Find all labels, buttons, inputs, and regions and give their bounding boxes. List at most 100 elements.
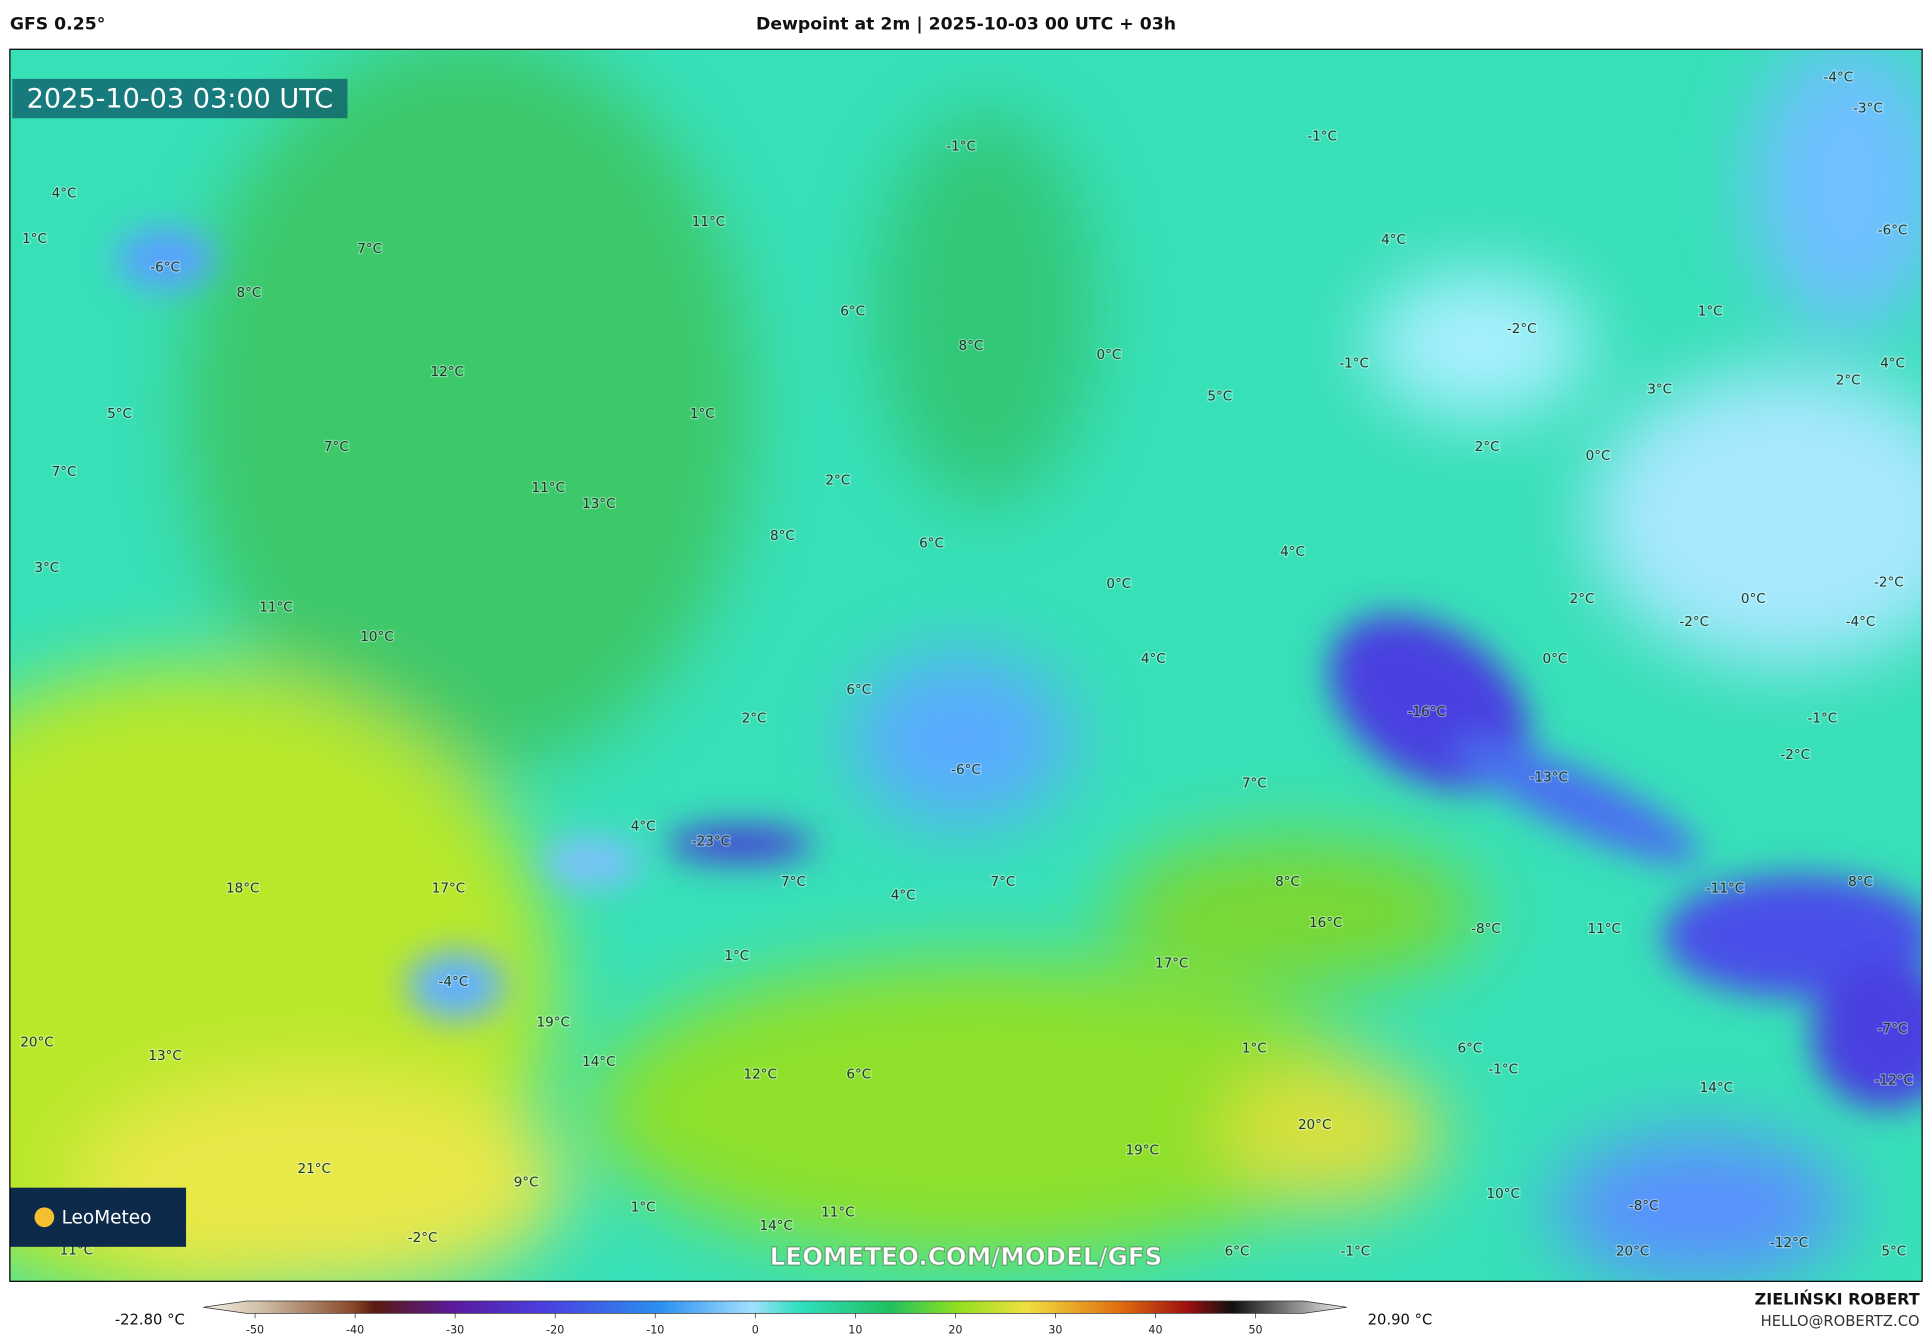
dewpoint-label: 8°C	[1275, 874, 1300, 890]
dewpoint-label: -13°C	[1530, 769, 1568, 785]
dewpoint-label: -4°C	[1823, 70, 1853, 86]
colorbar-tick-label: 30	[1048, 1324, 1062, 1337]
dewpoint-label: 10°C	[360, 629, 393, 645]
dewpoint-label: 11°C	[259, 599, 292, 615]
dewpoint-label: 6°C	[919, 535, 944, 551]
dewpoint-label: 17°C	[432, 880, 465, 896]
dewpoint-label: -11°C	[1706, 880, 1744, 896]
dewpoint-label: -1°C	[946, 139, 976, 155]
dewpoint-label: 1°C	[690, 406, 715, 422]
dewpoint-label: 21°C	[297, 1161, 330, 1177]
dewpoint-label: 0°C	[1106, 576, 1131, 592]
dewpoint-label: 16°C	[1309, 915, 1342, 931]
dewpoint-label: -12°C	[1770, 1235, 1808, 1251]
dewpoint-label: 7°C	[991, 874, 1016, 890]
dewpoint-label: -1°C	[1339, 355, 1369, 371]
dewpoint-label: -12°C	[1875, 1073, 1913, 1089]
dewpoint-label: 12°C	[431, 364, 464, 380]
dewpoint-label: 11°C	[821, 1204, 854, 1220]
dewpoint-label: 2°C	[825, 472, 850, 488]
dewpoint-label: 20°C	[1616, 1244, 1649, 1260]
dewpoint-label: -2°C	[1679, 614, 1709, 630]
dewpoint-label: 7°C	[52, 464, 77, 480]
dewpoint-label: 2°C	[742, 710, 767, 726]
dewpoint-label: 14°C	[582, 1054, 615, 1070]
dewpoint-label: -16°C	[1408, 704, 1446, 720]
dewpoint-label: 6°C	[1225, 1244, 1250, 1260]
dewpoint-label: 4°C	[631, 819, 656, 835]
model-name: GFS 0.25°	[10, 15, 105, 35]
dewpoint-label: 19°C	[1125, 1143, 1158, 1159]
dewpoint-label: 17°C	[1155, 955, 1188, 971]
dewpoint-label: -7°C	[1878, 1021, 1908, 1037]
dewpoint-label: 4°C	[1141, 651, 1166, 667]
dewpoint-label: 4°C	[1880, 355, 1905, 371]
dewpoint-label: 11°C	[1588, 921, 1621, 937]
colorbar-tick-label: 20	[948, 1324, 962, 1337]
dewpoint-label: 1°C	[1242, 1040, 1267, 1056]
colorbar-tick-label: -50	[246, 1324, 264, 1337]
dewpoint-label: -6°C	[1878, 222, 1908, 238]
dewpoint-label: 1°C	[724, 948, 749, 964]
dewpoint-label: -6°C	[951, 762, 981, 778]
dewpoint-label: 19°C	[536, 1015, 569, 1031]
map-area: 4°C1°C-6°C7°C8°C11°C-1°C-1°C-4°C-3°C-6°C…	[9, 49, 1923, 1282]
colorbar-tick-label: 40	[1148, 1324, 1162, 1337]
author: ZIELIŃSKI ROBERT	[1755, 1289, 1920, 1308]
dewpoint-label: 5°C	[107, 406, 132, 422]
dewpoint-label: -6°C	[150, 259, 180, 275]
dewpoint-label: -2°C	[1507, 321, 1537, 337]
colorbar-tick-label: -40	[346, 1324, 364, 1337]
dewpoint-label: -2°C	[1780, 747, 1810, 763]
dewpoint-label: 1°C	[631, 1199, 656, 1215]
timestamp: 2025-10-03 03:00 UTC	[27, 83, 333, 114]
dewpoint-label: 13°C	[582, 496, 615, 512]
dewpoint-label: 1°C	[22, 231, 47, 247]
dewpoint-label: 7°C	[324, 439, 349, 455]
dewpoint-label: 0°C	[1096, 347, 1121, 363]
colorbar-tick-label: -30	[446, 1324, 464, 1337]
colorbar-min: -22.80 °C	[115, 1312, 185, 1329]
dewpoint-label: 8°C	[236, 285, 261, 301]
watermark: LEOMETEO.COM/MODEL/GFS	[770, 1242, 1163, 1271]
dewpoint-label: 18°C	[226, 880, 259, 896]
dewpoint-label: 5°C	[1881, 1244, 1906, 1260]
dewpoint-label: 10°C	[1486, 1186, 1519, 1202]
dewpoint-label: -3°C	[1853, 100, 1883, 116]
map-title: Dewpoint at 2m | 2025-10-03 00 UTC + 03h	[756, 15, 1176, 35]
dewpoint-label: -1°C	[1307, 129, 1337, 145]
colorbar-tick-label: -10	[646, 1324, 664, 1337]
dewpoint-label: 13°C	[148, 1048, 181, 1064]
dewpoint-label: 2°C	[1570, 591, 1595, 607]
logo-sun	[34, 1207, 55, 1228]
dewpoint-label: 14°C	[1700, 1080, 1733, 1096]
dewpoint-label: 1°C	[1698, 304, 1723, 320]
dewpoint-label: 9°C	[514, 1175, 539, 1191]
dewpoint-label: 4°C	[1280, 544, 1305, 560]
dewpoint-label: 7°C	[1242, 776, 1267, 792]
dewpoint-label: 0°C	[1586, 448, 1611, 464]
contact: HELLO@ROBERTZ.CO	[1761, 1313, 1920, 1330]
colorbar-max: 20.90 °C	[1368, 1312, 1433, 1329]
dewpoint-label: 20°C	[20, 1034, 53, 1050]
dewpoint-label: 6°C	[840, 304, 865, 320]
colorbar-tick-label: 50	[1248, 1324, 1262, 1337]
dewpoint-label: 3°C	[1647, 381, 1672, 397]
dewpoint-label: 2°C	[1475, 439, 1500, 455]
dewpoint-label: -4°C	[439, 974, 469, 990]
dewpoint-label: 4°C	[891, 888, 916, 904]
dewpoint-label: 6°C	[846, 1066, 871, 1082]
dewpoint-label: 8°C	[1848, 874, 1873, 890]
dewpoint-label: 6°C	[1458, 1040, 1483, 1056]
dewpoint-label: -8°C	[1471, 921, 1501, 937]
dewpoint-label: 7°C	[781, 874, 806, 890]
map-frame	[9, 48, 1923, 1282]
dewpoint-label: 7°C	[357, 241, 382, 257]
dewpoint-label: 8°C	[958, 338, 983, 354]
dewpoint-label: -8°C	[1629, 1198, 1659, 1214]
dewpoint-label: 8°C	[770, 528, 795, 544]
dewpoint-label: 11°C	[532, 480, 565, 496]
colorbar-tick-label: -20	[546, 1324, 564, 1337]
colorbar-tick-label: 10	[848, 1324, 862, 1337]
